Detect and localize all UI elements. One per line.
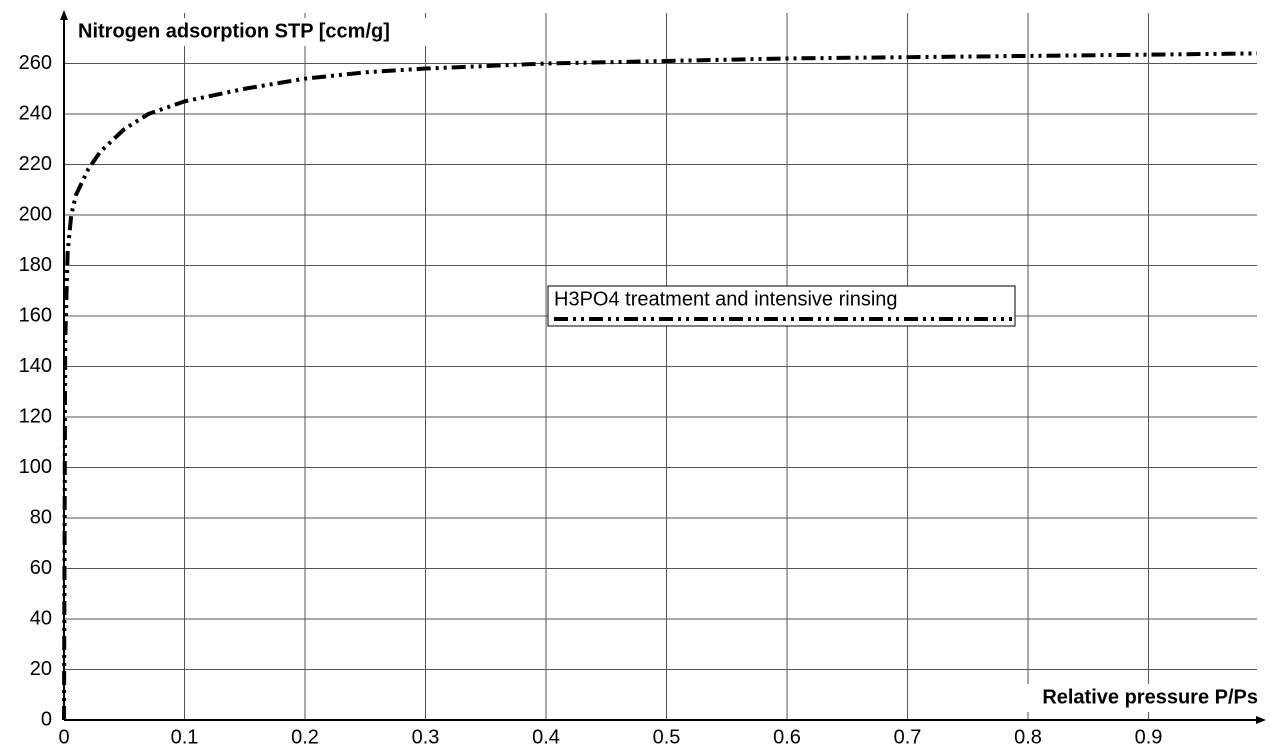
x-tick-label: 0.4	[532, 726, 560, 748]
x-tick-label: 0.5	[653, 726, 681, 748]
y-axis-title: Nitrogen adsorption STP [ccm/g]	[78, 20, 390, 42]
x-tick-label: 0.2	[291, 726, 319, 748]
grid	[63, 13, 1257, 721]
y-tick-label: 80	[30, 506, 52, 528]
x-tick-label: 0	[58, 726, 69, 748]
x-tick-label: 0.6	[773, 726, 801, 748]
plot	[62, 51, 1258, 721]
series-line	[62, 51, 1258, 721]
y-tick-label: 60	[30, 557, 52, 579]
x-tick-label: 0.1	[171, 726, 199, 748]
x-tick-label: 0.8	[1014, 726, 1042, 748]
y-tick-label: 260	[19, 52, 52, 74]
y-tick-label: 160	[19, 304, 52, 326]
y-tick-label: 220	[19, 153, 52, 175]
legend-label: H3PO4 treatment and intensive rinsing	[554, 288, 898, 310]
y-tick-label: 140	[19, 355, 52, 377]
x-label-bg	[970, 684, 1262, 712]
x-axis-title: Relative pressure P/Ps	[1042, 686, 1258, 708]
y-tick-label: 180	[19, 254, 52, 276]
y-tick-label: 20	[30, 658, 52, 680]
x-tick-label: 0.7	[894, 726, 922, 748]
legend: H3PO4 treatment and intensive rinsing	[547, 285, 1016, 327]
x-axis-arrow	[1256, 716, 1266, 724]
y-label-bg	[76, 18, 496, 46]
y-tick-label: 0	[41, 708, 52, 730]
y-tick-label: 240	[19, 102, 52, 124]
y-axis-arrow	[60, 10, 68, 20]
y-tick-label: 200	[19, 203, 52, 225]
x-tick-label: 0.3	[412, 726, 440, 748]
x-tick-label: 0.9	[1135, 726, 1163, 748]
y-tick-label: 120	[19, 405, 52, 427]
y-tick-label: 100	[19, 456, 52, 478]
y-tick-label: 40	[30, 607, 52, 629]
